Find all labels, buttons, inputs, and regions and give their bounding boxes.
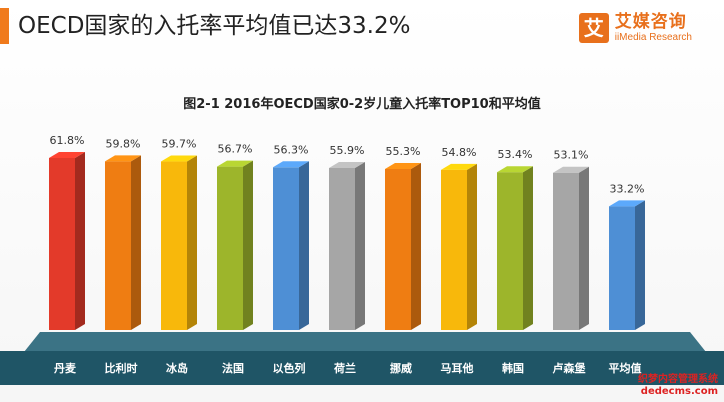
value-label-7: 54.8% <box>442 146 477 159</box>
brand-mark-icon: 艾 <box>578 13 609 43</box>
value-label-0: 61.8% <box>50 134 85 147</box>
value-label-4: 56.3% <box>274 143 309 156</box>
bar-front-5 <box>329 167 355 330</box>
bar-front-0 <box>49 158 75 330</box>
bar-cap-1 <box>105 155 141 162</box>
category-label-5: 荷兰 <box>333 361 356 375</box>
category-label-10: 平均值 <box>609 361 642 375</box>
value-label-5: 55.9% <box>330 144 365 157</box>
bar-front-10 <box>609 206 635 330</box>
category-label-0: 丹麦 <box>54 361 77 375</box>
category-label-2: 冰岛 <box>166 361 188 375</box>
bar-side-1 <box>131 155 141 330</box>
value-label-9: 53.1% <box>554 149 589 162</box>
bar-cap-0 <box>49 152 85 158</box>
value-label-1: 59.8% <box>106 137 141 150</box>
bar-cap-10 <box>609 200 645 207</box>
value-label-2: 59.7% <box>162 138 197 151</box>
bar-side-4 <box>299 161 309 330</box>
category-label-7: 马耳他 <box>441 361 474 375</box>
bar-side-10 <box>635 200 645 330</box>
category-label-8: 韩国 <box>502 361 524 375</box>
bar-cap-2 <box>161 155 197 162</box>
bar-cap-3 <box>217 160 253 167</box>
bar-cap-6 <box>385 162 421 169</box>
value-label-6: 55.3% <box>386 145 421 158</box>
value-label-3: 56.7% <box>218 143 253 156</box>
bar-front-2 <box>161 161 187 330</box>
watermark-line-1: 织梦内容管理系统 <box>638 374 718 385</box>
bar-front-3 <box>217 166 243 330</box>
brand-logo: 艾 艾媒咨询 iiMedia Research <box>578 8 692 48</box>
base-band <box>0 351 724 385</box>
bar-cap-8 <box>497 166 533 173</box>
bar-front-1 <box>105 161 131 330</box>
category-label-6: 挪威 <box>390 361 412 375</box>
bar-side-3 <box>243 160 253 330</box>
headline-accent-bar <box>0 8 9 44</box>
bar-cap-5 <box>329 161 365 168</box>
watermark: 织梦内容管理系统 dedecms.com <box>638 374 718 398</box>
bar-side-8 <box>523 166 533 330</box>
base-band-top <box>24 332 706 352</box>
bar-cap-4 <box>273 161 309 168</box>
value-label-10: 33.2% <box>610 182 645 195</box>
category-label-3: 法国 <box>222 361 244 375</box>
category-label-1: 比利时 <box>105 361 138 375</box>
bar-front-9 <box>553 172 579 330</box>
chart-title: 图2-1 2016年OECD国家0-2岁儿童入托率TOP10和平均值 <box>183 97 541 112</box>
category-label-9: 卢森堡 <box>553 361 586 375</box>
bar-side-9 <box>579 166 589 330</box>
bar-front-7 <box>441 169 467 330</box>
bar-side-6 <box>411 162 421 330</box>
bar-side-5 <box>355 161 365 330</box>
page-headline: OECD国家的入托率平均值已达33.2% <box>18 13 411 39</box>
brand-text: 艾媒咨询 iiMedia Research <box>615 12 692 44</box>
bar-cap-7 <box>441 163 477 170</box>
value-label-8: 53.4% <box>498 148 533 161</box>
bar-front-8 <box>497 172 523 330</box>
brand-name: 艾媒咨询 <box>614 12 687 32</box>
brand-subtitle: iiMedia Research <box>614 32 692 43</box>
category-label-4: 以色列 <box>273 361 306 375</box>
bar-cap-9 <box>553 166 589 173</box>
bar-side-2 <box>187 155 197 330</box>
bar-side-7 <box>467 163 477 330</box>
watermark-line-2: dedecms.com <box>640 386 718 397</box>
bar-side-0 <box>75 152 85 330</box>
bar-front-4 <box>273 167 299 330</box>
bar-front-6 <box>385 168 411 330</box>
